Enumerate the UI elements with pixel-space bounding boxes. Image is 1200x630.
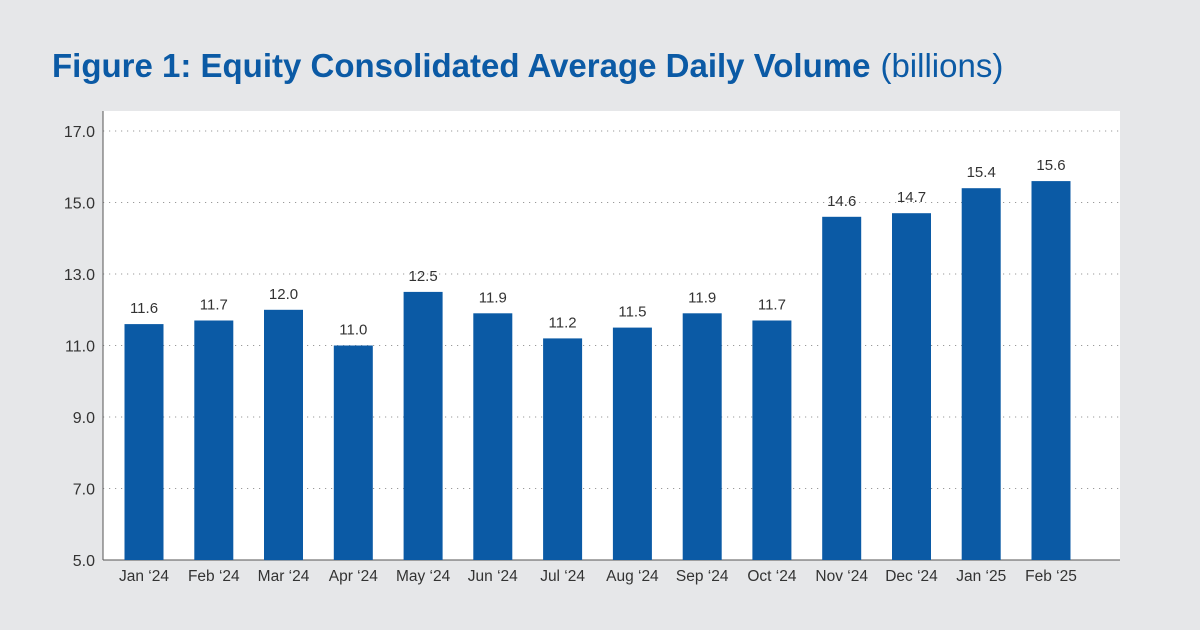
x-tick-label: Apr ‘24	[329, 568, 378, 585]
chart-title-unit: (billions)	[880, 47, 1004, 84]
y-tick-label: 9.0	[73, 410, 95, 427]
bar	[682, 313, 722, 560]
bar	[892, 213, 931, 560]
data-label: 14.6	[827, 193, 856, 210]
data-label: 11.9	[688, 289, 716, 306]
x-tick-label: Aug ‘24	[606, 568, 659, 585]
x-tick-label: Jan ‘25	[956, 568, 1006, 585]
bar	[822, 216, 862, 561]
x-tick-label: May ‘24	[396, 568, 451, 585]
bar	[264, 309, 303, 561]
y-tick-label: 7.0	[73, 482, 95, 499]
x-tick-label: Mar ‘24	[258, 568, 310, 585]
bar	[1031, 181, 1071, 560]
x-tick-label: Nov ‘24	[815, 568, 868, 585]
x-tick-label: Jan ‘24	[119, 568, 169, 585]
chart-title: Figure 1: Equity Consolidated Average Da…	[52, 44, 1003, 88]
bar	[194, 320, 234, 560]
data-label: 11.0	[339, 322, 367, 339]
bar	[961, 188, 1001, 560]
y-tick-label: 15.0	[64, 196, 95, 213]
data-label: 11.5	[618, 304, 646, 321]
x-tick-label: Oct ‘24	[747, 568, 796, 585]
bar	[543, 338, 583, 560]
bar	[124, 324, 164, 560]
bar	[752, 320, 792, 560]
data-label: 11.6	[130, 300, 158, 317]
bar	[473, 313, 513, 560]
x-tick-label: Sep ‘24	[676, 568, 729, 585]
y-tick-label: 13.0	[64, 267, 95, 284]
x-tick-label: Feb ‘25	[1025, 568, 1077, 585]
y-tick-label: 5.0	[73, 553, 95, 570]
x-tick-label: Jul ‘24	[540, 568, 585, 585]
chart-title-main: Figure 1: Equity Consolidated Average Da…	[52, 47, 871, 84]
x-tick-label: Jun ‘24	[468, 568, 518, 585]
data-label: 14.7	[897, 189, 926, 206]
data-label: 15.6	[1036, 157, 1065, 174]
data-label: 12.0	[269, 286, 298, 303]
data-label: 11.7	[200, 297, 228, 314]
y-tick-label: 17.0	[64, 124, 95, 141]
x-tick-label: Dec ‘24	[885, 568, 938, 585]
bar	[403, 291, 443, 560]
bar	[612, 327, 652, 560]
x-tick-label: Feb ‘24	[188, 568, 240, 585]
data-label: 12.5	[408, 268, 437, 285]
data-label: 11.9	[479, 289, 507, 306]
data-label: 15.4	[967, 164, 996, 181]
bar	[333, 345, 373, 560]
y-tick-label: 11.0	[65, 339, 95, 356]
data-label: 11.2	[549, 314, 577, 331]
data-label: 11.7	[758, 297, 786, 314]
